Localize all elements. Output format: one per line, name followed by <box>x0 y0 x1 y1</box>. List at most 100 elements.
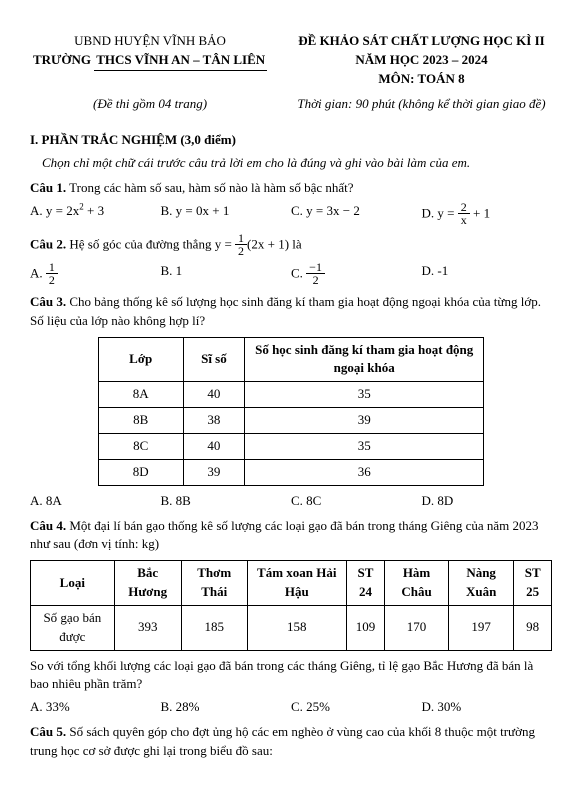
section-1-instruction: Chọn chỉ một chữ cái trước câu trả lời e… <box>30 154 552 173</box>
q2-opt-d: D. -1 <box>422 262 553 287</box>
cell: 39 <box>183 459 245 485</box>
question-4: Câu 4. Một đại lí bán gạo thống kê số lư… <box>30 517 552 718</box>
cell: 39 <box>245 408 484 434</box>
q3-options: A. 8A B. 8B C. 8C D. 8D <box>30 492 552 511</box>
header-right: ĐỀ KHẢO SÁT CHẤT LƯỢNG HỌC KÌ II NĂM HỌC… <box>291 32 552 89</box>
q3-th1: Lớp <box>98 337 183 382</box>
q4-stem: Câu 4. Một đại lí bán gạo thống kê số lư… <box>30 517 552 555</box>
cell: 35 <box>245 433 484 459</box>
q1-opt-a: A. y = 2x2 + 3 <box>30 202 161 227</box>
cell: 197 <box>448 605 513 650</box>
cell: Loại <box>31 561 115 606</box>
q3-th3: Số học sinh đăng kí tham gia hoạt động n… <box>245 337 484 382</box>
q1-text: Trong các hàm số sau, hàm số nào là hàm … <box>66 180 353 195</box>
cell: 170 <box>385 605 449 650</box>
q4-options: A. 33% B. 28% C. 25% D. 30% <box>30 698 552 717</box>
cell: 8A <box>98 382 183 408</box>
cell: Hàm Châu <box>385 561 449 606</box>
table-row: Lớp Sĩ số Số học sinh đăng kí tham gia h… <box>98 337 483 382</box>
q2-c-den: 2 <box>306 274 325 286</box>
q3-opt-d: D. 8D <box>422 492 553 511</box>
cell: 109 <box>346 605 384 650</box>
q2-a-pre: A. <box>30 265 46 280</box>
ubnd-line: UBND HUYỆN VĨNH BẢO <box>30 32 270 51</box>
cell: Thơm Thái <box>181 561 247 606</box>
cell: 36 <box>245 459 484 485</box>
cell: 185 <box>181 605 247 650</box>
subheader-row: (Đề thi gồm 04 trang) Thời gian: 90 phút… <box>30 95 552 114</box>
section-1-title: I. PHẦN TRẮC NGHIỆM (3,0 điểm) <box>30 131 552 150</box>
q2-a-frac: 12 <box>46 261 58 286</box>
cell: Nàng Xuân <box>448 561 513 606</box>
q1-opt-d: D. y = 2x + 1 <box>422 202 553 227</box>
cell: 393 <box>114 605 181 650</box>
q1-d-pre: D. y = <box>422 205 458 220</box>
table-row: 8C4035 <box>98 433 483 459</box>
table-row: 8A4035 <box>98 382 483 408</box>
cell: 8B <box>98 408 183 434</box>
school-pre: TRƯỜNG <box>33 52 94 67</box>
table-row: 8B3839 <box>98 408 483 434</box>
q2-label: Câu 2. <box>30 236 66 251</box>
q3-label: Câu 3. <box>30 294 66 309</box>
q2-a-den: 2 <box>46 274 58 286</box>
header-left: UBND HUYỆN VĨNH BẢO TRƯỜNG THCS VĨNH AN … <box>30 32 270 89</box>
q3-th2: Sĩ số <box>183 337 245 382</box>
table-row: Số gạo bán được 393 185 158 109 170 197 … <box>31 605 552 650</box>
cell: Tám xoan Hải Hậu <box>247 561 346 606</box>
pages-note: (Đề thi gồm 04 trang) <box>30 95 270 114</box>
exam-title: ĐỀ KHẢO SÁT CHẤT LƯỢNG HỌC KÌ II <box>291 32 552 51</box>
q4-label: Câu 4. <box>30 518 66 533</box>
q2-opt-b: B. 1 <box>161 262 292 287</box>
cell: 8C <box>98 433 183 459</box>
q4-text: Một đại lí bán gạo thống kê số lượng các… <box>30 518 539 552</box>
q4-question: So với tổng khối lượng các loại gạo đã b… <box>30 657 552 695</box>
q2-stem-den: 2 <box>235 245 247 257</box>
cell: 40 <box>183 382 245 408</box>
q3-stem: Câu 3. Cho bảng thống kê số lượng học si… <box>30 293 552 331</box>
header: UBND HUYỆN VĨNH BẢO TRƯỜNG THCS VĨNH AN … <box>30 32 552 89</box>
q1-d-post: + 1 <box>470 205 490 220</box>
cell: Bắc Hương <box>114 561 181 606</box>
q2-c-frac: −12 <box>306 261 325 286</box>
cell: 158 <box>247 605 346 650</box>
cell: 40 <box>183 433 245 459</box>
question-3: Câu 3. Cho bảng thống kê số lượng học si… <box>30 293 552 511</box>
q5-label: Câu 5. <box>30 724 66 739</box>
q5-text: Số sách quyên góp cho đợt ủng hộ các em … <box>30 724 535 758</box>
cell: 38 <box>183 408 245 434</box>
q3-opt-c: C. 8C <box>291 492 422 511</box>
q2-options: A. 12 B. 1 C. −12 D. -1 <box>30 262 552 287</box>
question-5: Câu 5. Số sách quyên góp cho đợt ủng hộ … <box>30 723 552 761</box>
q2-c-pre: C. <box>291 265 306 280</box>
cell: 8D <box>98 459 183 485</box>
q1-a-post: + 3 <box>84 203 104 218</box>
q4-opt-c: C. 25% <box>291 698 422 717</box>
q3-table: Lớp Sĩ số Số học sinh đăng kí tham gia h… <box>98 337 484 486</box>
q4-opt-a: A. 33% <box>30 698 161 717</box>
table-row: Loại Bắc Hương Thơm Thái Tám xoan Hải Hậ… <box>31 561 552 606</box>
time-note: Thời gian: 90 phút (không kể thời gian g… <box>291 95 552 114</box>
q3-opt-b: B. 8B <box>161 492 292 511</box>
q2-opt-c: C. −12 <box>291 262 422 287</box>
q2-stem: Câu 2. Hệ số góc của đường thẳng y = 12(… <box>30 233 552 258</box>
q1-a-pre: A. y = 2x <box>30 203 79 218</box>
q1-label: Câu 1. <box>30 180 66 195</box>
q5-stem: Câu 5. Số sách quyên góp cho đợt ủng hộ … <box>30 723 552 761</box>
q1-options: A. y = 2x2 + 3 B. y = 0x + 1 C. y = 3x −… <box>30 202 552 227</box>
q4-opt-d: D. 30% <box>422 698 553 717</box>
q1-stem: Câu 1. Trong các hàm số sau, hàm số nào … <box>30 179 552 198</box>
q2-stem-post: (2x + 1) là <box>247 236 302 251</box>
question-2: Câu 2. Hệ số góc của đường thẳng y = 12(… <box>30 233 552 287</box>
school-underline: THCS VĨNH AN – TÂN LIÊN <box>94 51 267 71</box>
q3-text: Cho bảng thống kê số lượng học sinh đăng… <box>30 294 541 328</box>
cell: ST 25 <box>514 561 552 606</box>
cell: 35 <box>245 382 484 408</box>
q1-opt-c: C. y = 3x − 2 <box>291 202 422 227</box>
q4-opt-b: B. 28% <box>161 698 292 717</box>
year-line: NĂM HỌC 2023 – 2024 <box>291 51 552 70</box>
q2-stem-frac: 12 <box>235 232 247 257</box>
q2-opt-a: A. 12 <box>30 262 161 287</box>
q2-stem-pre: Hệ số góc của đường thẳng y = <box>66 236 235 251</box>
cell: Số gạo bán được <box>31 605 115 650</box>
